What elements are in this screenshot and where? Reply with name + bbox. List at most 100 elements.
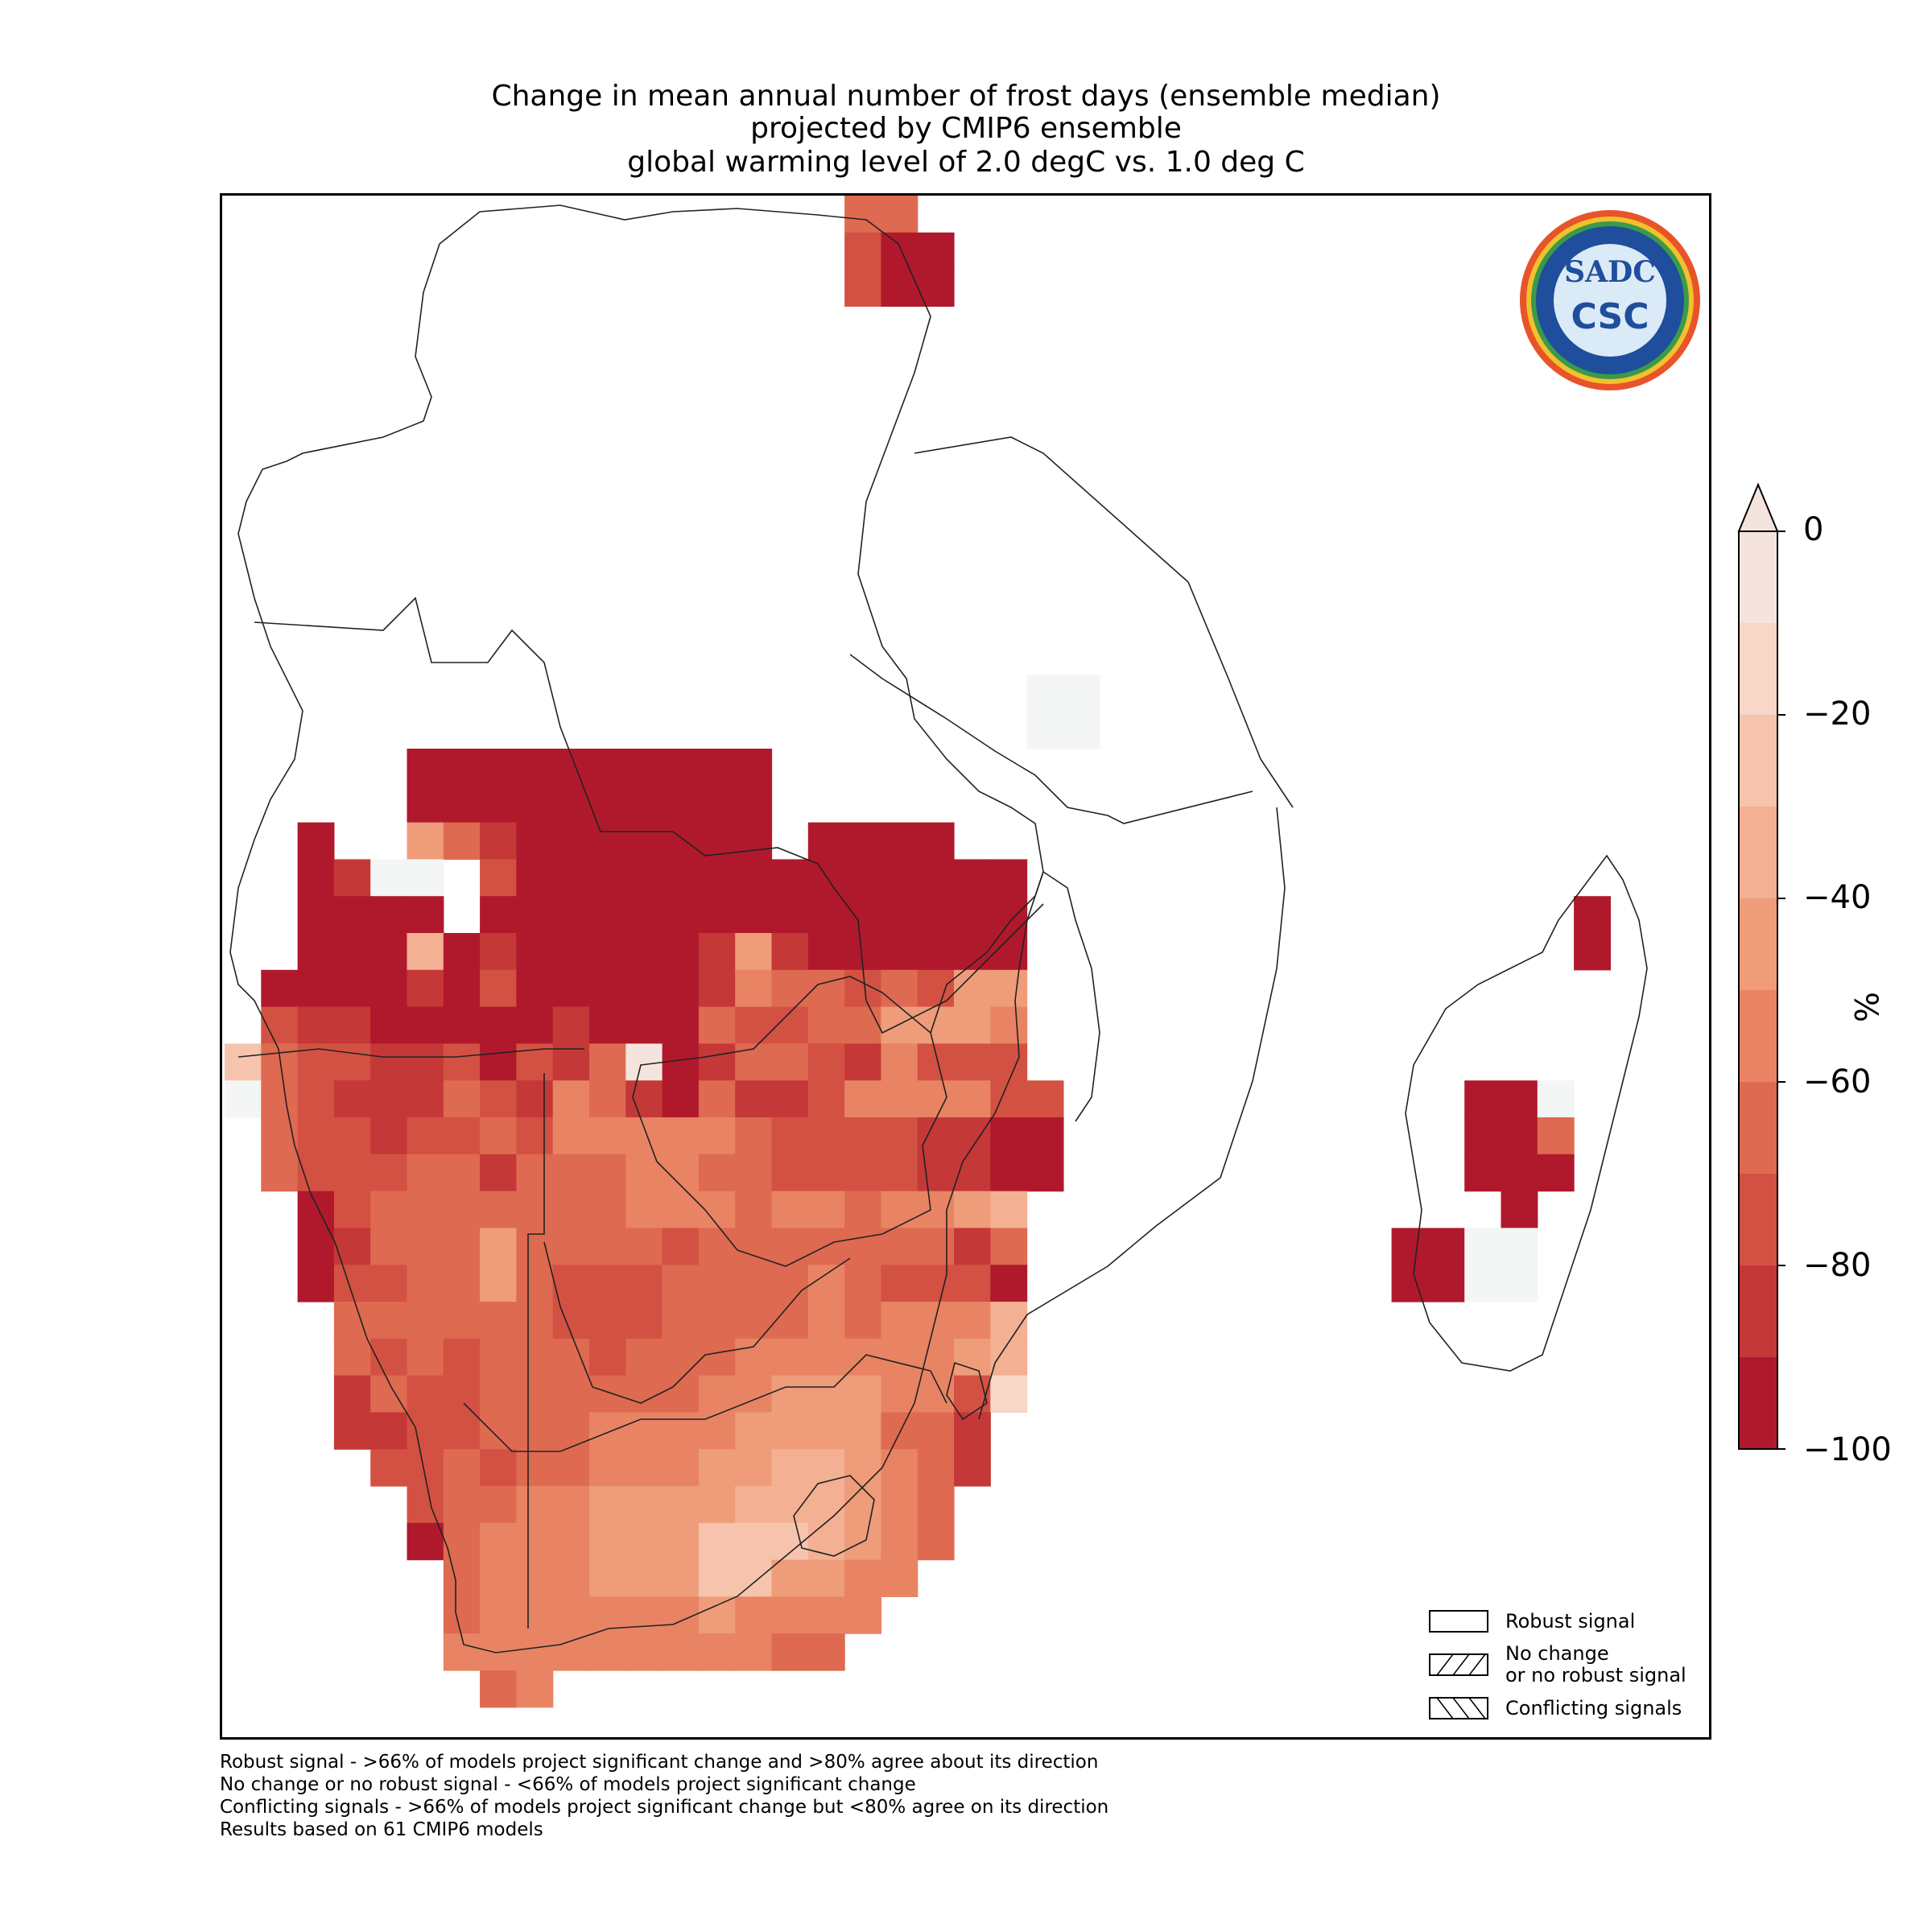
border-tanzania xyxy=(849,654,1253,824)
grid-cell xyxy=(990,1265,1028,1302)
grid-cell xyxy=(881,1338,919,1377)
grid-cell xyxy=(735,1191,773,1228)
grid-cell xyxy=(881,1043,919,1081)
grid-cell xyxy=(516,1154,554,1192)
grid-cell xyxy=(881,1154,919,1192)
grid-cell xyxy=(881,1191,919,1228)
colorbar-segment xyxy=(1739,1265,1777,1358)
grid-cell xyxy=(881,1522,919,1561)
grid-cell xyxy=(480,822,517,860)
grid-cell xyxy=(954,1080,991,1118)
grid-cell xyxy=(333,896,371,934)
grid-cell xyxy=(370,933,408,971)
logo-sub-text: SADC xyxy=(1564,255,1656,289)
border-malawi xyxy=(1042,871,1100,1122)
grid-cell xyxy=(297,896,335,934)
colorbar-segment xyxy=(1739,531,1777,624)
grid-cell xyxy=(297,822,335,860)
grid-cell xyxy=(480,1117,517,1155)
grid-cell xyxy=(954,896,991,934)
grid-cell xyxy=(407,822,444,860)
grid-cell xyxy=(480,1412,517,1450)
grid-cell xyxy=(844,1191,881,1228)
grid-cell xyxy=(662,749,700,786)
grid-cell xyxy=(1537,1117,1575,1155)
grid-cell xyxy=(698,1633,736,1671)
grid-cell xyxy=(625,1412,663,1450)
grid-cell xyxy=(333,1228,371,1265)
grid-cell xyxy=(954,1043,991,1081)
grid-cell xyxy=(698,1559,736,1597)
grid-cell xyxy=(917,1449,955,1487)
grid-cell xyxy=(1464,1080,1502,1118)
grid-cell xyxy=(735,1265,773,1302)
grid-cell xyxy=(917,859,955,897)
grid-cell xyxy=(480,1670,517,1708)
grid-cell xyxy=(771,969,809,1008)
grid-cell xyxy=(297,1154,335,1192)
grid-cell xyxy=(954,1117,991,1155)
grid-cell xyxy=(480,859,517,897)
grid-cell xyxy=(370,1302,408,1340)
grid-cell xyxy=(516,1449,554,1487)
grid-cell xyxy=(297,1228,335,1265)
legend-conflicting-swatch xyxy=(1429,1697,1488,1719)
grid-cell xyxy=(333,1191,371,1228)
grid-cell xyxy=(443,822,481,860)
grid-cell xyxy=(625,1117,663,1155)
grid-cell xyxy=(443,1412,481,1450)
grid-cell xyxy=(881,1559,919,1597)
chart-title-line1: Change in mean annual number of frost da… xyxy=(491,80,1441,113)
grid-cell xyxy=(516,1117,554,1155)
border-south-africa xyxy=(463,1354,947,1452)
border-drc-angola xyxy=(254,597,601,832)
grid-cell xyxy=(735,1006,773,1044)
grid-cell xyxy=(625,1375,663,1413)
grid-cell xyxy=(807,1117,845,1155)
grid-cell xyxy=(735,1596,773,1634)
grid-cell xyxy=(480,1006,517,1044)
border-mozambique xyxy=(930,871,1044,1034)
grid-cell xyxy=(261,1043,299,1081)
colorbar-segment xyxy=(1739,1174,1777,1266)
grid-cell xyxy=(407,859,444,897)
grid-cell xyxy=(881,196,919,233)
grid-cell xyxy=(917,969,955,1008)
grid-cell xyxy=(735,1338,773,1377)
grid-cell xyxy=(552,1596,590,1634)
grid-cell xyxy=(917,1154,955,1192)
grid-cell xyxy=(990,1228,1028,1265)
grid-cell xyxy=(516,1375,554,1413)
grid-cell xyxy=(1464,1117,1502,1155)
grid-cell xyxy=(698,749,736,786)
colorbar-outline xyxy=(1738,530,1778,1450)
grid-cell xyxy=(443,1080,481,1118)
grid-cell xyxy=(625,1043,663,1081)
grid-cell xyxy=(1427,1228,1465,1265)
grid-cell xyxy=(844,269,881,307)
grid-cell xyxy=(807,1486,845,1524)
grid-cell xyxy=(735,749,773,786)
border-zambia xyxy=(601,831,1044,1034)
grid-cell xyxy=(954,969,991,1008)
grid-cell xyxy=(589,1633,626,1671)
grid-cell xyxy=(881,1006,919,1044)
grid-cell xyxy=(1464,1228,1502,1265)
grid-cell xyxy=(407,1302,444,1340)
grid-cell xyxy=(1537,1080,1575,1118)
grid-cell xyxy=(589,1080,626,1118)
grid-cell xyxy=(370,1265,408,1302)
map-panel xyxy=(220,193,1711,1740)
grid-cell xyxy=(990,1191,1028,1228)
grid-cell xyxy=(1537,1154,1575,1192)
grid-cell xyxy=(735,896,773,934)
grid-cell xyxy=(735,1449,773,1487)
grid-cell xyxy=(807,1043,845,1081)
grid-cell xyxy=(516,969,554,1008)
grid-cell xyxy=(662,1449,700,1487)
grid-cell xyxy=(735,1633,773,1671)
grid-cell xyxy=(917,1302,955,1340)
grid-cell xyxy=(516,1080,554,1118)
grid-cell xyxy=(370,1154,408,1192)
grid-cell xyxy=(990,969,1028,1008)
